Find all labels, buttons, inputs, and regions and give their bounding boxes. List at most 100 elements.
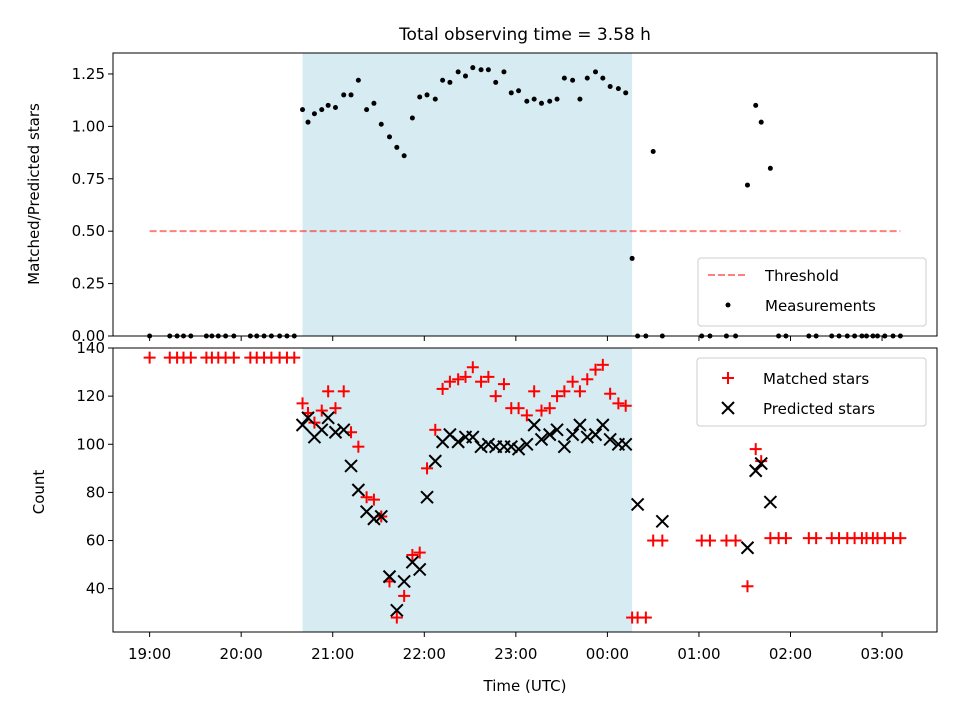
measurement-point — [538, 100, 544, 106]
measurement-point — [524, 98, 530, 104]
top-ytick-label: 0.50 — [72, 222, 105, 240]
predicted-star-point — [374, 509, 388, 524]
matched-star-point — [589, 363, 602, 376]
predicted-star-point — [557, 439, 572, 454]
measurement-point — [547, 98, 553, 104]
bottom-ytick-label: 60 — [86, 532, 105, 550]
matched-star-point — [489, 390, 502, 403]
measurement-point — [577, 96, 583, 102]
measurement-point — [570, 77, 576, 83]
predicted-star-point — [550, 423, 564, 437]
predicted-star-point — [344, 459, 358, 473]
measurement-point — [440, 77, 446, 83]
measurement-point — [531, 96, 537, 102]
measurement-point — [348, 92, 354, 98]
predicted-star-point — [763, 495, 778, 509]
measurement-point — [470, 65, 476, 71]
legend-predicted-swatch — [721, 401, 735, 415]
bottom-legend-box — [696, 357, 927, 427]
measurement-point — [305, 119, 311, 125]
top-x-ticks — [149, 336, 883, 341]
predicted-star-point — [543, 427, 557, 442]
bottom-xtick-label: 23:00 — [494, 645, 537, 663]
legend-threshold-label: Threshold — [764, 267, 839, 285]
predicted-star-point — [420, 490, 434, 504]
matched-star-point — [329, 402, 342, 415]
measurement-point — [424, 92, 430, 98]
predicted-star-point — [565, 427, 580, 442]
matched-star-point — [612, 397, 625, 410]
predicted-star-point — [351, 483, 366, 497]
predicted-star-point — [740, 541, 755, 555]
measurement-point — [501, 69, 507, 75]
chart-title: Total observing time = 3.58 h — [398, 25, 651, 45]
matched-star-point — [482, 370, 495, 383]
predicted-star-point — [321, 411, 335, 425]
predicted-star-point — [301, 411, 315, 425]
bottom-xtick-label: 19:00 — [128, 645, 171, 663]
measurement-point — [378, 121, 384, 127]
predicted-star-point — [754, 456, 768, 471]
top-plot-frame — [112, 52, 938, 337]
measurement-point — [516, 88, 522, 94]
measurement-point — [364, 107, 370, 113]
predicted-star-point — [451, 435, 465, 449]
matched-star-point — [308, 416, 321, 429]
predicted-star-point — [413, 562, 427, 577]
matched-star-point — [543, 402, 556, 415]
matched-star-point — [497, 378, 510, 391]
matched-star-point — [466, 361, 479, 374]
bottom-ytick-label: 100 — [76, 435, 105, 453]
matched-star-point — [227, 351, 240, 364]
bottom-y-axis-label: Count — [30, 470, 48, 515]
matched-star-point — [619, 399, 632, 412]
predicted-star-point — [527, 418, 541, 432]
measurement-point — [332, 105, 338, 111]
top-ytick-label: 0.00 — [72, 327, 105, 345]
legend-matched-swatch — [722, 372, 734, 384]
top-legend-box — [697, 257, 927, 327]
matched-star-point — [288, 351, 301, 364]
measurement-point — [592, 69, 598, 75]
predicted-star-point — [295, 418, 310, 432]
bottom-x-axis-label: Time (UTC) — [483, 677, 567, 695]
matched-star-point — [894, 532, 907, 545]
top-ytick-label: 1.00 — [72, 117, 105, 135]
predicted-star-point — [315, 423, 329, 437]
matched-star-point — [749, 443, 762, 456]
bottom-ytick-label: 140 — [76, 339, 105, 357]
measurement-point — [615, 86, 621, 92]
matched-star-point — [566, 375, 579, 388]
measurement-point — [300, 107, 306, 113]
bottom-ytick-label: 80 — [86, 483, 105, 501]
predicted-star-point — [382, 569, 397, 584]
matched-star-point — [322, 385, 335, 398]
measurement-point — [417, 94, 423, 100]
top-y-ticks: 0.00 0.25 0.50 0.75 1.00 1.25 — [72, 65, 113, 345]
measurement-point — [455, 69, 461, 75]
top-panel: 0.00 0.25 0.50 0.75 1.00 1.25 Matched/Predict… — [25, 52, 938, 345]
matched-star-point — [337, 385, 350, 398]
predicted-star-point — [511, 442, 526, 456]
matched-star-point — [551, 390, 564, 403]
measurement-point — [623, 90, 629, 96]
measurement-point — [462, 73, 468, 79]
measurement-point — [650, 149, 656, 155]
matched-star-point — [452, 373, 465, 386]
measurement-point — [432, 96, 438, 102]
matched-star-point — [639, 611, 652, 624]
matched-star-point — [398, 589, 411, 602]
bottom-x-ticks: 19:00 20:00 21:00 22:00 23:00 00:00 01:00 02:00… — [128, 632, 904, 663]
matched-star-point — [459, 370, 472, 383]
matched-star-point — [443, 375, 456, 388]
measurement-point — [447, 79, 453, 85]
matched-star-point — [184, 351, 197, 364]
measurement-point — [744, 182, 750, 188]
matched-star-point — [558, 385, 571, 398]
measurement-point — [478, 67, 484, 73]
predicted-star-point — [749, 464, 763, 478]
matched-star-point — [475, 375, 488, 388]
bottom-y-ticks: 40 60 80 100 120 140 — [76, 339, 113, 598]
matched-star-point — [406, 548, 419, 561]
top-ytick-label: 1.25 — [72, 65, 105, 83]
